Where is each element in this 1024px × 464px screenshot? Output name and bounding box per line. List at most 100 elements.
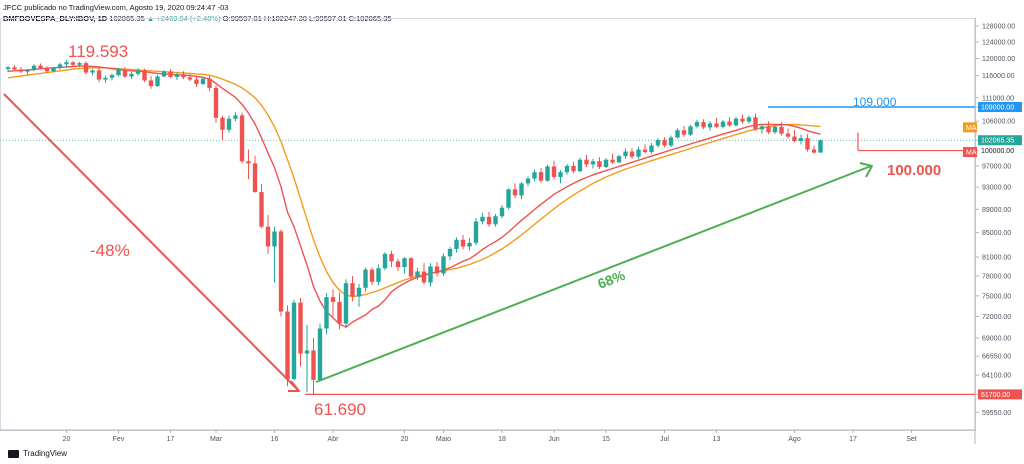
candle[interactable] [616, 154, 622, 164]
candle[interactable] [655, 138, 661, 148]
candle[interactable] [18, 66, 24, 74]
candle[interactable] [64, 60, 69, 67]
candle[interactable] [96, 67, 102, 83]
candle[interactable] [44, 66, 50, 73]
candle[interactable] [779, 122, 784, 136]
candle[interactable] [525, 176, 531, 187]
candle[interactable] [103, 75, 108, 84]
candle[interactable] [714, 117, 719, 129]
candle[interactable] [122, 67, 128, 79]
candle[interactable] [532, 169, 537, 182]
candle[interactable] [311, 337, 316, 395]
candle[interactable] [376, 264, 381, 286]
candle[interactable] [519, 181, 524, 200]
candle[interactable] [129, 72, 134, 80]
candle[interactable] [187, 73, 193, 82]
candle[interactable] [135, 68, 141, 76]
candle[interactable] [142, 68, 147, 83]
candle[interactable] [12, 65, 17, 71]
candle[interactable] [213, 85, 219, 124]
candle[interactable] [25, 69, 30, 75]
candle[interactable] [818, 139, 823, 153]
candle[interactable] [811, 145, 817, 154]
candle[interactable] [298, 297, 303, 367]
candle[interactable] [447, 247, 453, 261]
candle[interactable] [226, 115, 232, 133]
candle[interactable] [207, 75, 212, 92]
candle[interactable] [343, 279, 349, 328]
candle[interactable] [428, 263, 433, 287]
candle[interactable] [610, 153, 615, 164]
candle[interactable] [369, 267, 375, 286]
candle[interactable] [499, 204, 505, 218]
candle[interactable] [285, 305, 290, 387]
candle[interactable] [252, 155, 258, 193]
candle[interactable] [766, 121, 771, 135]
candle[interactable] [746, 115, 752, 124]
candle[interactable] [330, 289, 336, 317]
candle[interactable] [506, 188, 511, 210]
candle[interactable] [337, 292, 342, 330]
candle[interactable] [753, 113, 758, 131]
candle[interactable] [564, 163, 570, 175]
candle[interactable] [272, 226, 277, 283]
candle[interactable] [720, 120, 726, 129]
candle[interactable] [350, 276, 355, 302]
candle[interactable] [558, 170, 563, 184]
candle[interactable] [109, 73, 115, 81]
candle[interactable] [174, 72, 180, 80]
candle[interactable] [434, 261, 440, 277]
candle[interactable] [460, 234, 466, 250]
candle[interactable] [233, 112, 238, 122]
candle[interactable] [389, 250, 394, 268]
candle[interactable] [629, 148, 635, 159]
candle[interactable] [727, 117, 732, 127]
candle[interactable] [551, 160, 557, 180]
candle[interactable] [51, 66, 56, 73]
candle[interactable] [356, 283, 362, 307]
candle[interactable] [38, 63, 43, 70]
candle[interactable] [304, 324, 310, 392]
candle[interactable] [681, 125, 687, 137]
candle[interactable] [590, 158, 596, 169]
candle[interactable] [181, 71, 186, 80]
candle[interactable] [70, 61, 76, 67]
candle[interactable] [155, 74, 160, 88]
candle[interactable] [688, 124, 693, 137]
candle[interactable] [538, 168, 544, 183]
candle[interactable] [668, 135, 674, 148]
candle[interactable] [545, 164, 550, 182]
candle[interactable] [324, 293, 329, 335]
candle[interactable] [467, 237, 472, 251]
candle[interactable] [239, 112, 245, 164]
candle[interactable] [363, 267, 368, 292]
candle[interactable] [512, 183, 518, 199]
candle[interactable] [805, 134, 810, 152]
candle[interactable] [740, 114, 745, 124]
candle[interactable] [441, 253, 446, 277]
candle[interactable] [772, 124, 778, 135]
candle[interactable] [636, 147, 641, 159]
candle[interactable] [83, 61, 89, 75]
candle[interactable] [759, 123, 765, 134]
candle[interactable] [259, 183, 264, 228]
candle[interactable] [200, 76, 206, 86]
candle[interactable] [31, 64, 37, 72]
candle[interactable] [5, 66, 11, 73]
candle[interactable] [486, 211, 492, 227]
candle[interactable] [220, 115, 225, 141]
candle[interactable] [77, 61, 82, 68]
candle[interactable] [168, 69, 173, 79]
candle[interactable] [473, 217, 479, 246]
candle[interactable] [662, 137, 667, 148]
candle[interactable] [694, 119, 700, 129]
candle[interactable] [577, 157, 583, 173]
candle[interactable] [278, 229, 284, 317]
candle[interactable] [480, 212, 485, 225]
candle[interactable] [792, 129, 797, 143]
candle[interactable] [493, 213, 498, 227]
candle[interactable] [603, 158, 609, 169]
candle[interactable] [57, 62, 63, 70]
candle[interactable] [194, 75, 199, 88]
